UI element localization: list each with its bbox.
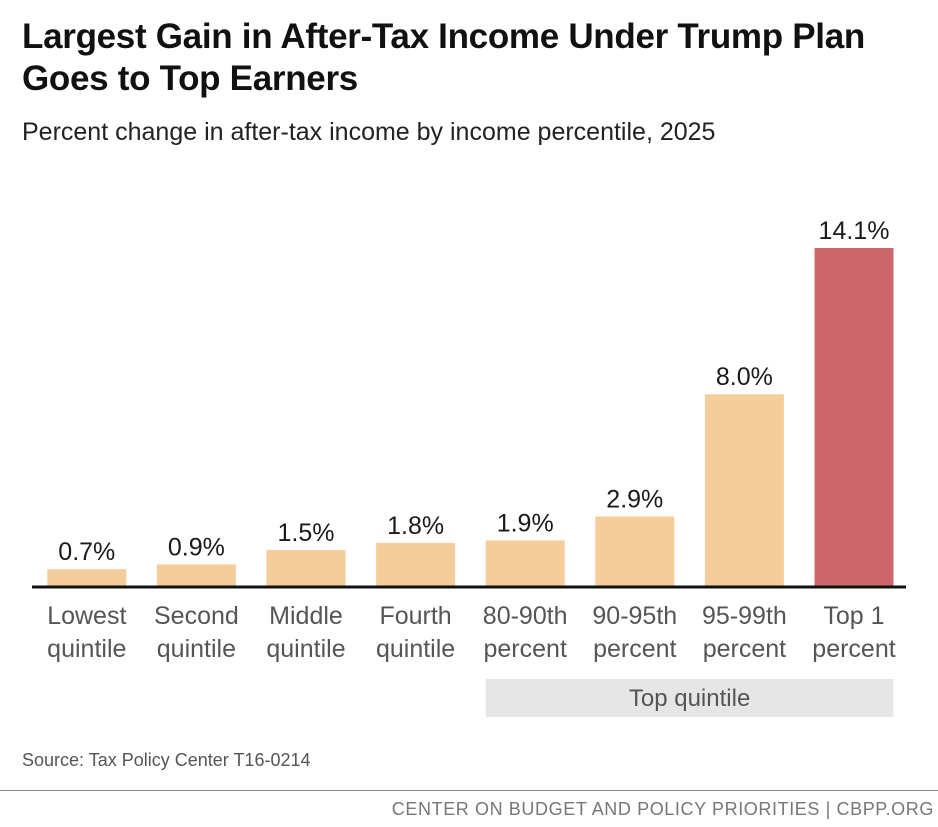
category-label-6-line-1: 90-95th: [592, 602, 677, 630]
bar-1: [47, 569, 127, 586]
group-bracket: [485, 679, 894, 717]
category-label-8-line-2: percent: [812, 635, 895, 663]
category-label-4-line-2: quintile: [376, 635, 455, 663]
bar-5: [485, 540, 565, 586]
footer-divider: [0, 790, 938, 791]
chart-subtitle: Percent change in after-tax income by in…: [22, 118, 716, 146]
category-label-3-line-1: Middle: [269, 602, 343, 630]
category-label-3-line-2: quintile: [266, 635, 345, 663]
bar-2: [156, 564, 236, 586]
bar-8: [814, 248, 894, 586]
source-note: Source: Tax Policy Center T16-0214: [22, 750, 311, 770]
value-label-5: 1.9%: [497, 509, 554, 537]
value-label-2: 0.9%: [168, 533, 225, 561]
value-label-1: 0.7%: [58, 538, 115, 566]
bar-3: [266, 550, 346, 586]
category-label-5-line-1: 80-90th: [483, 602, 568, 630]
bar-7: [704, 394, 784, 586]
category-label-8-line-1: Top 1: [823, 602, 884, 630]
value-label-6: 2.9%: [606, 485, 663, 513]
value-label-4: 1.8%: [387, 512, 444, 540]
value-label-8: 14.1%: [819, 217, 890, 245]
category-label-2-line-2: quintile: [157, 635, 236, 663]
category-label-2-line-1: Second: [154, 602, 239, 630]
footer-credit: CENTER ON BUDGET AND POLICY PRIORITIES |…: [391, 799, 934, 819]
bar-6: [595, 516, 675, 586]
category-label-1-line-1: Lowest: [47, 602, 126, 630]
category-label-5-line-2: percent: [484, 635, 567, 663]
group-label-top-quintile: Top quintile: [629, 685, 750, 712]
category-label-1-line-2: quintile: [47, 635, 126, 663]
chart-title: Largest Gain in After-Tax Income Under T…: [22, 17, 865, 98]
value-label-7: 8.0%: [716, 363, 773, 391]
bar-4: [376, 542, 456, 586]
category-label-6-line-2: percent: [593, 635, 676, 663]
bar-chart: Top quintile 0.7% Lowest quintile 0.9% Second…: [32, 217, 906, 717]
value-label-3: 1.5%: [278, 519, 335, 547]
category-label-7-line-2: percent: [703, 635, 786, 663]
category-label-4-line-1: Fourth: [379, 602, 451, 630]
category-label-7-line-1: 95-99th: [702, 602, 787, 630]
